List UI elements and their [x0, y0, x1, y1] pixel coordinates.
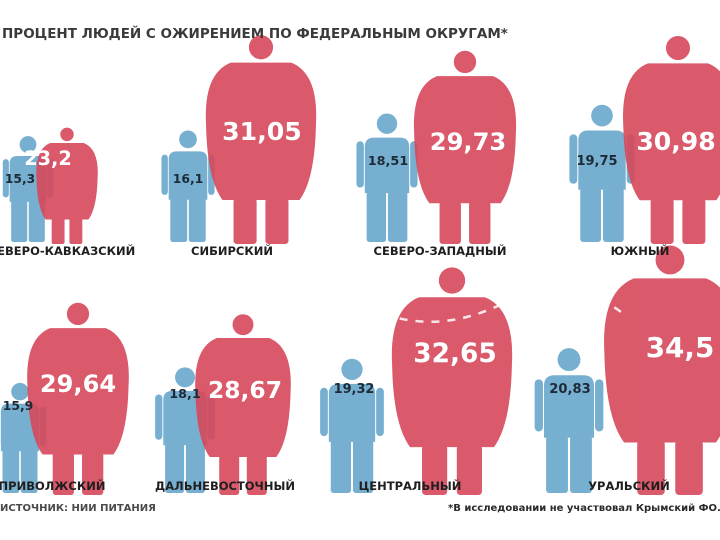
- footnote: *В исследовании не участвовал Крымский Ф…: [448, 503, 720, 514]
- women-value-label: 28,67: [208, 376, 282, 404]
- region-label: СЕВЕРО-ЗАПАДНЫЙ: [374, 243, 507, 258]
- men-value-label: 16,1: [173, 171, 204, 186]
- woman-figure: [413, 50, 517, 244]
- man-figure: [161, 130, 215, 242]
- region-label: СИБИРСКИЙ: [191, 243, 273, 258]
- woman-figure: [205, 35, 317, 244]
- woman-figure: [36, 127, 98, 244]
- woman-figure: [391, 267, 513, 495]
- chart-title: ПРОЦЕНТ ЛЮДЕЙ С ОЖИРЕНИЕМ ПО ФЕДЕРАЛЬНЫМ…: [2, 25, 508, 42]
- men-value-label: 19,32: [334, 382, 375, 397]
- man-figure: [155, 367, 215, 493]
- connector-dash-overlay: [94, 283, 626, 323]
- region-label: УРАЛЬСКИЙ: [588, 478, 670, 493]
- men-value-label: 18,51: [368, 154, 409, 169]
- region-labels: 15,3 23,2 СЕВЕРО-КАВКАЗСКИЙ 16,1 31,05 СИБИРС…: [0, 117, 716, 493]
- man-figure: [356, 113, 418, 242]
- connector-dash: [69, 275, 621, 322]
- women-value-label: 32,65: [413, 338, 496, 369]
- man-figure: [534, 348, 604, 493]
- woman-figure: [623, 35, 720, 244]
- region-label: ЮЖНЫЙ: [611, 243, 670, 258]
- men-value-label: 20,83: [549, 382, 590, 397]
- women-value-label: 34,5: [646, 331, 715, 364]
- man-figure: [569, 104, 635, 242]
- region-label: СЕВЕРО-КАВКАЗСКИЙ: [0, 243, 135, 258]
- women-value-label: 29,73: [430, 128, 507, 156]
- woman-figure: [604, 245, 720, 495]
- men-value-label: 15,3: [5, 172, 35, 186]
- figures: [0, 35, 720, 495]
- men-value-label: 15,9: [3, 398, 34, 413]
- men-value-label: 19,75: [576, 154, 617, 169]
- men-value-label: 18,1: [169, 386, 200, 401]
- women-value-label: 30,98: [636, 127, 715, 156]
- woman-figure: [195, 314, 291, 495]
- woman-figure: [27, 302, 129, 495]
- man-figure: [320, 358, 384, 493]
- source-note: ИСТОЧНИК: НИИ ПИТАНИЯ: [0, 503, 156, 514]
- connector-dashes: [69, 275, 621, 322]
- women-value-label: 29,64: [40, 370, 116, 398]
- region-label: ДАЛЬНЕВОСТОЧНЫЙ: [155, 478, 295, 493]
- region-label: ПРИВОЛЖСКИЙ: [0, 478, 105, 493]
- women-value-label: 23,2: [24, 147, 72, 170]
- women-value-label: 31,05: [222, 117, 302, 146]
- region-label: ЦЕНТРАЛЬНЫЙ: [359, 478, 462, 493]
